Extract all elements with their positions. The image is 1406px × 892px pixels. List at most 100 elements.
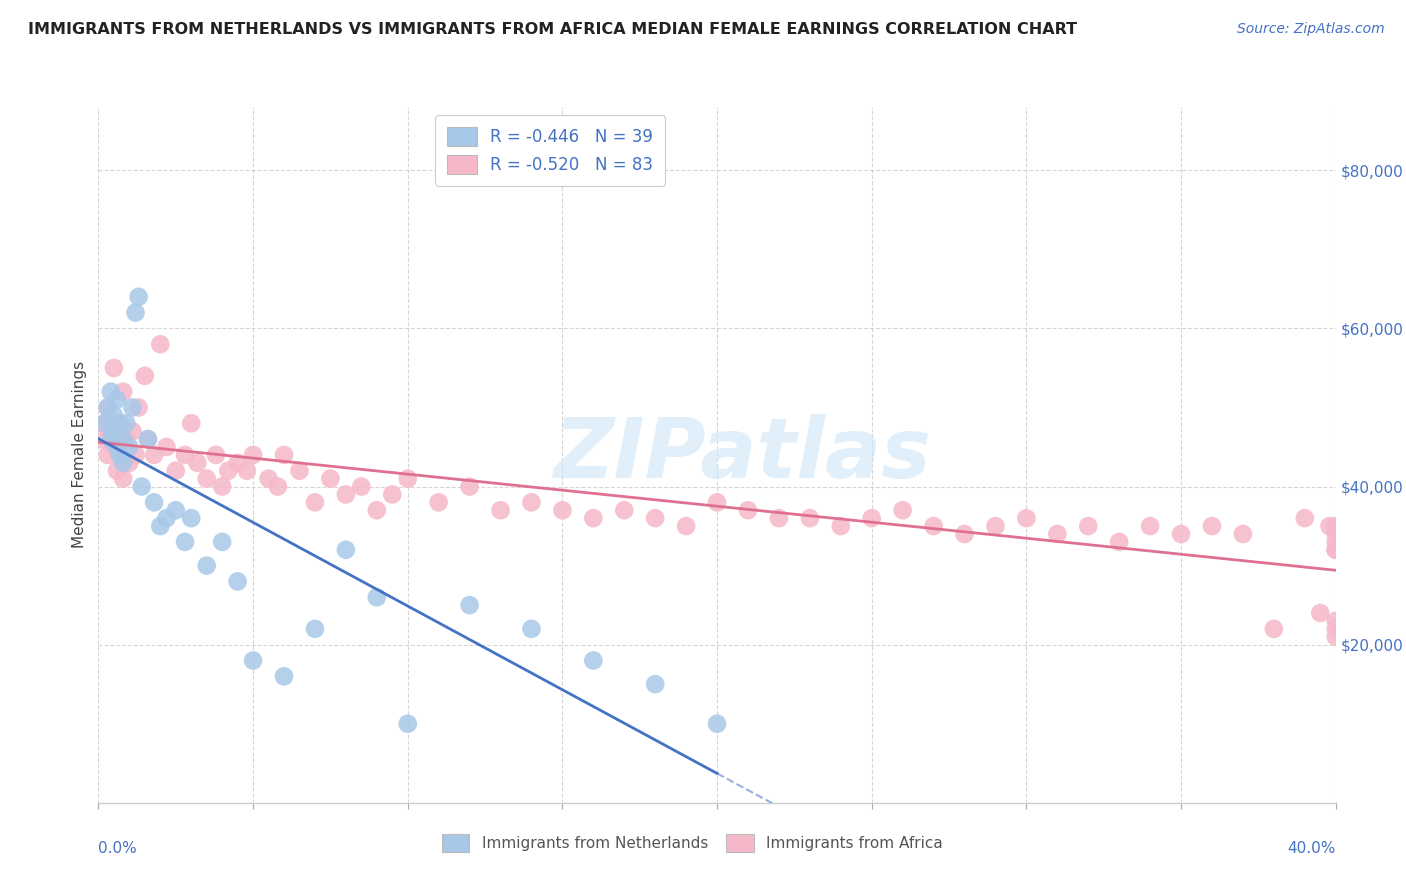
Point bbox=[335, 542, 357, 557]
Point bbox=[105, 417, 128, 431]
Point bbox=[90, 432, 112, 446]
Point bbox=[195, 472, 218, 486]
Text: 40.0%: 40.0% bbox=[1288, 841, 1336, 856]
Point bbox=[124, 448, 146, 462]
Point bbox=[1309, 606, 1331, 620]
Point bbox=[1077, 519, 1099, 533]
Point bbox=[112, 472, 135, 486]
Point bbox=[128, 290, 150, 304]
Point bbox=[112, 432, 135, 446]
Point bbox=[103, 409, 125, 423]
Point bbox=[335, 487, 357, 501]
Point bbox=[799, 511, 821, 525]
Point bbox=[1046, 527, 1069, 541]
Point bbox=[1324, 614, 1347, 628]
Point bbox=[217, 464, 239, 478]
Point bbox=[381, 487, 404, 501]
Point bbox=[103, 424, 125, 438]
Point bbox=[143, 495, 166, 509]
Point bbox=[1324, 542, 1347, 557]
Point bbox=[1324, 622, 1347, 636]
Point bbox=[180, 511, 202, 525]
Point bbox=[134, 368, 156, 383]
Point bbox=[242, 653, 264, 667]
Point bbox=[143, 448, 166, 462]
Point bbox=[115, 417, 138, 431]
Point bbox=[1139, 519, 1161, 533]
Point bbox=[922, 519, 945, 533]
Point bbox=[165, 464, 187, 478]
Point bbox=[1232, 527, 1254, 541]
Point bbox=[211, 479, 233, 493]
Point bbox=[93, 417, 115, 431]
Point bbox=[582, 511, 605, 525]
Point bbox=[1170, 527, 1192, 541]
Point bbox=[108, 448, 131, 462]
Point bbox=[165, 503, 187, 517]
Point bbox=[768, 511, 790, 525]
Point bbox=[396, 716, 419, 731]
Point bbox=[149, 337, 172, 351]
Point bbox=[105, 464, 128, 478]
Point bbox=[304, 622, 326, 636]
Point bbox=[267, 479, 290, 493]
Point bbox=[737, 503, 759, 517]
Point bbox=[644, 511, 666, 525]
Point bbox=[257, 472, 280, 486]
Point bbox=[830, 519, 852, 533]
Point bbox=[984, 519, 1007, 533]
Point bbox=[97, 401, 120, 415]
Point bbox=[304, 495, 326, 509]
Point bbox=[236, 464, 259, 478]
Text: Source: ZipAtlas.com: Source: ZipAtlas.com bbox=[1237, 22, 1385, 37]
Point bbox=[118, 440, 141, 454]
Text: ZIPatlas: ZIPatlas bbox=[553, 415, 931, 495]
Point bbox=[115, 432, 138, 446]
Point bbox=[112, 456, 135, 470]
Point bbox=[1201, 519, 1223, 533]
Legend: Immigrants from Netherlands, Immigrants from Africa: Immigrants from Netherlands, Immigrants … bbox=[433, 825, 952, 862]
Point bbox=[520, 495, 543, 509]
Point bbox=[226, 456, 249, 470]
Point bbox=[105, 440, 128, 454]
Point bbox=[100, 384, 122, 399]
Point bbox=[860, 511, 883, 525]
Point bbox=[1294, 511, 1316, 525]
Point bbox=[155, 440, 177, 454]
Point bbox=[186, 456, 208, 470]
Point bbox=[226, 574, 249, 589]
Point bbox=[1324, 535, 1347, 549]
Point bbox=[1324, 630, 1347, 644]
Point bbox=[953, 527, 976, 541]
Point bbox=[427, 495, 450, 509]
Point bbox=[288, 464, 311, 478]
Point bbox=[174, 535, 197, 549]
Point bbox=[644, 677, 666, 691]
Point bbox=[242, 448, 264, 462]
Point bbox=[103, 440, 125, 454]
Point bbox=[103, 361, 125, 376]
Point bbox=[520, 622, 543, 636]
Point bbox=[613, 503, 636, 517]
Point bbox=[319, 472, 342, 486]
Text: IMMIGRANTS FROM NETHERLANDS VS IMMIGRANTS FROM AFRICA MEDIAN FEMALE EARNINGS COR: IMMIGRANTS FROM NETHERLANDS VS IMMIGRANT… bbox=[28, 22, 1077, 37]
Point bbox=[124, 305, 146, 319]
Point bbox=[273, 669, 295, 683]
Y-axis label: Median Female Earnings: Median Female Earnings bbox=[72, 361, 87, 549]
Point bbox=[891, 503, 914, 517]
Point bbox=[149, 519, 172, 533]
Point bbox=[174, 448, 197, 462]
Point bbox=[551, 503, 574, 517]
Point bbox=[97, 448, 120, 462]
Point bbox=[100, 432, 122, 446]
Point bbox=[458, 598, 481, 612]
Point bbox=[1015, 511, 1038, 525]
Point bbox=[1108, 535, 1130, 549]
Point bbox=[706, 716, 728, 731]
Point bbox=[1263, 622, 1285, 636]
Point bbox=[396, 472, 419, 486]
Point bbox=[350, 479, 373, 493]
Point bbox=[93, 417, 115, 431]
Point bbox=[582, 653, 605, 667]
Point bbox=[112, 384, 135, 399]
